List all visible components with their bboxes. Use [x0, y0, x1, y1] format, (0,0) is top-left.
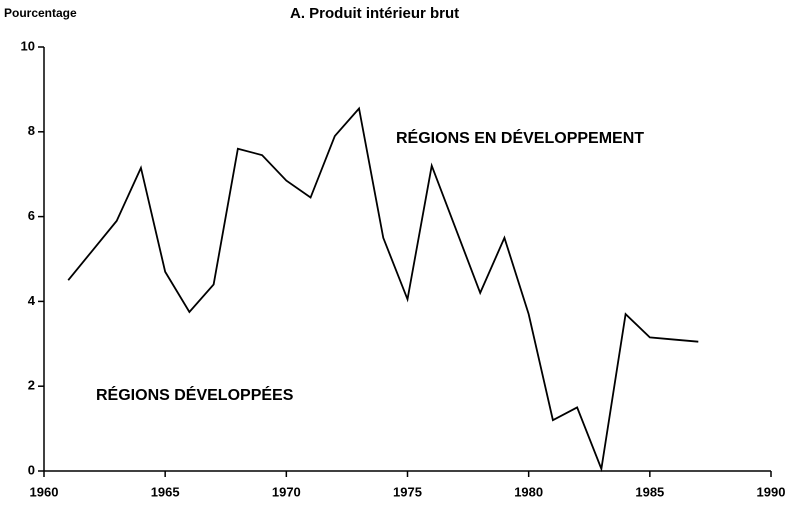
y-axis-label: Pourcentage — [4, 6, 77, 20]
y-tick-label: 10 — [21, 38, 35, 53]
y-tick-label: 8 — [28, 123, 35, 138]
chart-title: A. Produit intérieur brut — [290, 5, 459, 22]
x-tick-label: 1970 — [272, 484, 301, 499]
annotation: RÉGIONS EN DÉVELOPPEMENT — [396, 128, 644, 147]
x-tick-label: 1965 — [151, 484, 180, 499]
x-tick-label: 1975 — [393, 484, 422, 499]
y-tick-label: 0 — [28, 462, 35, 477]
x-tick-label: 1980 — [514, 484, 543, 499]
data-line — [67, 106, 699, 473]
y-tick-label: 4 — [28, 293, 36, 308]
x-tick-label: 1985 — [635, 484, 664, 499]
y-tick-label: 6 — [28, 208, 35, 223]
annotation: RÉGIONS DÉVELOPPÉES — [96, 385, 294, 404]
y-tick-label: 2 — [28, 378, 35, 393]
x-tick-label: 1990 — [757, 484, 786, 499]
x-tick-label: 1960 — [30, 484, 59, 499]
